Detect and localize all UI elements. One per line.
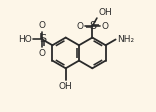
Text: S: S (39, 34, 46, 44)
Text: OH: OH (98, 8, 112, 17)
Text: O: O (76, 22, 83, 31)
Text: HO: HO (18, 35, 32, 44)
Text: S: S (89, 21, 96, 31)
Text: OH: OH (59, 82, 73, 91)
Text: O: O (102, 22, 109, 31)
Text: O: O (39, 21, 46, 30)
Text: NH₂: NH₂ (117, 35, 134, 44)
Text: O: O (39, 49, 46, 58)
